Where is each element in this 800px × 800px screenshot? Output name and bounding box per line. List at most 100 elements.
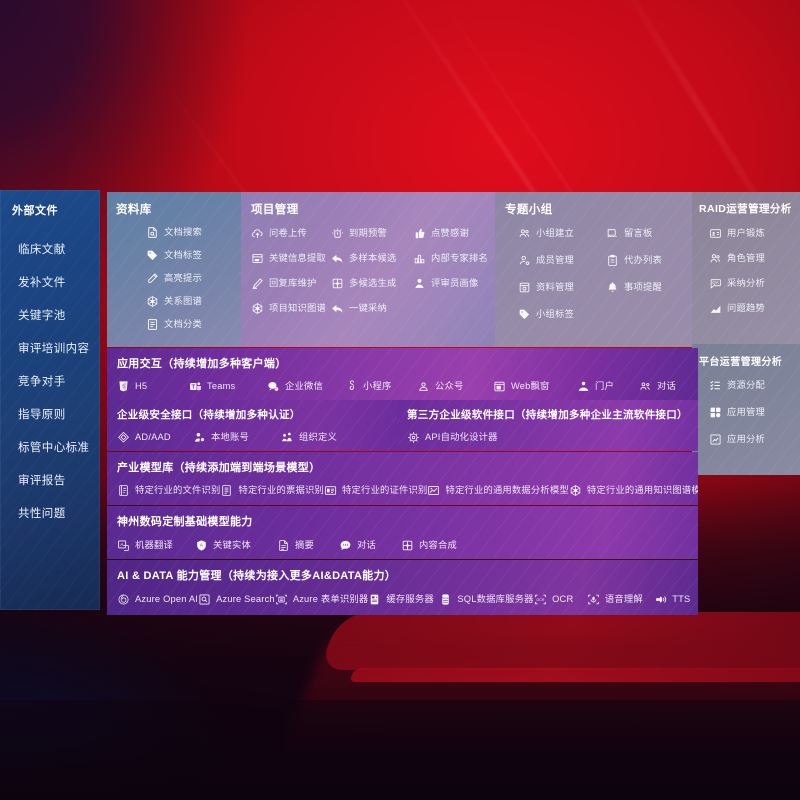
ai-item-azure-open-ai[interactable]: Azure Open AI xyxy=(117,593,198,606)
raid-item-issue-trend[interactable]: 问题趋势 xyxy=(709,302,800,315)
sidebar-item-standards-center[interactable]: 标管中心标准 xyxy=(18,441,90,454)
sidebar-title: 外部文件 xyxy=(12,205,58,217)
industry-item-data-analysis-model[interactable]: 特定行业的通用数据分析模型 xyxy=(427,484,569,497)
ranking-bars-icon xyxy=(413,252,426,265)
sidebar-item-training-content[interactable]: 审评培训内容 xyxy=(18,342,90,355)
band-industry-model-library: 产业模型库（持续添加端到端场景模型） 特定行业的文件识别 特定行业的票据识别 特… xyxy=(107,452,698,505)
chat-qa-icon: QA xyxy=(709,277,722,290)
web-window-icon xyxy=(493,380,506,393)
ai-item-azure-form-recognizer[interactable]: Azure 表单识别器 xyxy=(275,593,369,606)
clipboard-list-icon xyxy=(606,254,619,267)
official-account-icon xyxy=(417,380,430,393)
project-item-one-click-adopt[interactable]: 一键采纳 xyxy=(331,302,413,315)
bell-icon xyxy=(606,281,619,294)
ai-item-tts[interactable]: TTS xyxy=(654,593,698,606)
platform-item-app-analysis[interactable]: 应用分析 xyxy=(709,433,800,446)
sidebar-item-competitors[interactable]: 竞争对手 xyxy=(18,375,66,388)
app-item-h5[interactable]: 5 H5 xyxy=(117,380,189,393)
portal-icon xyxy=(577,380,590,393)
app-item-portal[interactable]: 门户 xyxy=(577,380,639,393)
project-item-project-knowledge-graph[interactable]: 项目知识图谱 xyxy=(251,302,331,315)
platform-item-app-management[interactable]: 应用管理 xyxy=(709,406,800,419)
ai-item-sql-database-server[interactable]: SQL SQL数据库服务器 xyxy=(439,593,534,606)
sidebar-item-keyword-pool[interactable]: 关键字池 xyxy=(18,309,66,322)
project-item-reply-library-maintenance[interactable]: 回复库维护 xyxy=(251,277,331,290)
project-item-multi-sample-candidates[interactable]: 多样本候选 xyxy=(331,252,413,265)
ai-item-speech-understanding[interactable]: 语音理解 xyxy=(587,593,654,606)
foundation-item-key-entity[interactable]: A 关键实体 xyxy=(195,539,277,552)
band-security-title: 企业级安全接口（持续增加多种认证） xyxy=(117,409,301,421)
industry-item-id-recognition[interactable]: 特定行业的证件识别 xyxy=(324,484,427,497)
entity-badge-icon: A xyxy=(195,539,208,552)
library-item-document-tag[interactable]: 文档标签 xyxy=(146,249,247,262)
sidebar-item-guidelines[interactable]: 指导原则 xyxy=(18,408,66,421)
project-item-like-thanks[interactable]: 点赞感谢 xyxy=(413,227,489,240)
app-item-teams[interactable]: Teams xyxy=(189,380,267,393)
library-item-highlight-hint[interactable]: 高亮提示 xyxy=(146,272,247,285)
security-item-ad-aad[interactable]: AD/AAD xyxy=(117,431,193,444)
group-item-message-board[interactable]: 留言板 xyxy=(606,227,686,240)
third-party-item-api-designer[interactable]: API自动化设计器 xyxy=(407,431,498,444)
group-item-event-reminder[interactable]: 事项提醒 xyxy=(606,281,686,294)
sidebar-item-review-report[interactable]: 审评报告 xyxy=(18,474,66,487)
cloud-upload-icon xyxy=(251,227,264,240)
security-item-org-definition[interactable]: 组织定义 xyxy=(281,431,365,444)
task-list-icon xyxy=(709,379,722,392)
app-item-dialog[interactable]: 对话 xyxy=(639,380,697,393)
group-item-member-management[interactable]: 成员管理 xyxy=(518,254,606,267)
app-item-web-float-window[interactable]: Web飘窗 xyxy=(493,380,577,393)
panel-group-items: 小组建立 留言板 成员管理 代办列表 资料管理 事项提醒 xyxy=(505,227,698,321)
raid-item-adoption-analysis[interactable]: QA 采纳分析 xyxy=(709,277,800,290)
project-item-questionnaire-upload[interactable]: 问卷上传 xyxy=(251,227,331,240)
group-item-material-management[interactable]: 资料管理 xyxy=(518,281,606,294)
library-item-relation-graph[interactable]: 关系图谱 xyxy=(146,295,247,308)
industry-item-file-recognition[interactable]: 特定行业的文件识别 xyxy=(117,484,220,497)
sidebar-item-clinical-literature[interactable]: 临床文献 xyxy=(18,243,66,256)
ai-item-azure-search[interactable]: Azure Search xyxy=(198,593,275,606)
library-item-document-search[interactable]: 文档搜索 xyxy=(146,226,247,239)
band-app-interaction: 应用交互（持续增加多种客户端） 5 H5 Teams 企业微信 小程序 公众号 xyxy=(107,348,698,401)
summary-doc-icon xyxy=(277,539,290,552)
background-bottom-dark xyxy=(0,700,800,800)
wechat-work-icon xyxy=(267,380,280,393)
project-item-key-info-extract[interactable]: 关键信息提取 xyxy=(251,252,331,265)
foundation-item-machine-translation[interactable]: A 机器翻译 xyxy=(117,539,195,552)
panel-library-items: 文档搜索 文档标签 高亮提示 关系图谱 文档分类 xyxy=(116,226,247,331)
group-item-group-tag[interactable]: 小组标签 xyxy=(518,308,606,321)
ai-item-ocr[interactable]: OCR OCR xyxy=(534,593,587,606)
industry-item-knowledge-graph-model[interactable]: 特定行业的通用知识图谱模型 xyxy=(569,484,698,497)
band-app-interaction-title: 应用交互（持续增加多种客户端） xyxy=(117,358,287,370)
sidebar-item-common-issues[interactable]: 共性问题 xyxy=(18,507,66,520)
project-item-expiry-warning[interactable]: 到期预警 xyxy=(331,227,413,240)
relation-graph-icon xyxy=(146,295,159,308)
sidebar-item-supplement-docs[interactable]: 发补文件 xyxy=(18,276,66,289)
app-item-wechat-work[interactable]: 企业微信 xyxy=(267,380,345,393)
group-item-create-group[interactable]: 小组建立 xyxy=(518,227,606,240)
band-foundation-title: 神州数码定制基础模型能力 xyxy=(117,516,253,528)
project-item-internal-expert-ranking[interactable]: 内部专家排名 xyxy=(413,252,489,265)
panel-topic-group: 专题小组 小组建立 留言板 成员管理 代办列表 资料管理 xyxy=(495,192,698,347)
ai-item-cache-server[interactable]: 缓存服务器 xyxy=(368,593,439,606)
project-item-reviewer-portrait[interactable]: 评审员画像 xyxy=(413,277,489,290)
foundation-item-summary[interactable]: 摘要 xyxy=(277,539,339,552)
group-item-todo-list[interactable]: 代办列表 xyxy=(606,254,686,267)
app-item-mini-program[interactable]: 小程序 xyxy=(345,380,417,393)
foundation-item-dialog[interactable]: 对话 xyxy=(339,539,401,552)
foundation-item-content-composition[interactable]: 内容合成 xyxy=(401,539,481,552)
panel-platform-title: 平台运营管理分析 xyxy=(699,357,783,368)
mini-program-icon xyxy=(345,380,358,393)
project-item-multi-candidate-generation[interactable]: 多候选生成 xyxy=(331,277,413,290)
id-card-icon xyxy=(709,227,722,240)
library-item-document-category[interactable]: 文档分类 xyxy=(146,318,247,331)
form-recognizer-icon xyxy=(275,593,288,606)
security-item-local-account[interactable]: 本地账号 xyxy=(193,431,281,444)
raid-item-role-management[interactable]: 角色管理 xyxy=(709,252,800,265)
band-enterprise-security: 企业级安全接口（持续增加多种认证） AD/AAD 本地账号 组织定义 xyxy=(107,400,405,451)
raid-item-user-profile[interactable]: 用户锻炼 xyxy=(709,227,800,240)
app-item-official-account[interactable]: 公众号 xyxy=(417,380,493,393)
industry-item-receipt-recognition[interactable]: 特定行业的票据识别 xyxy=(220,484,324,497)
person-settings-icon xyxy=(518,254,531,267)
platform-item-resource-allocation[interactable]: 资源分配 xyxy=(709,379,800,392)
arrow-back-icon xyxy=(331,302,344,315)
